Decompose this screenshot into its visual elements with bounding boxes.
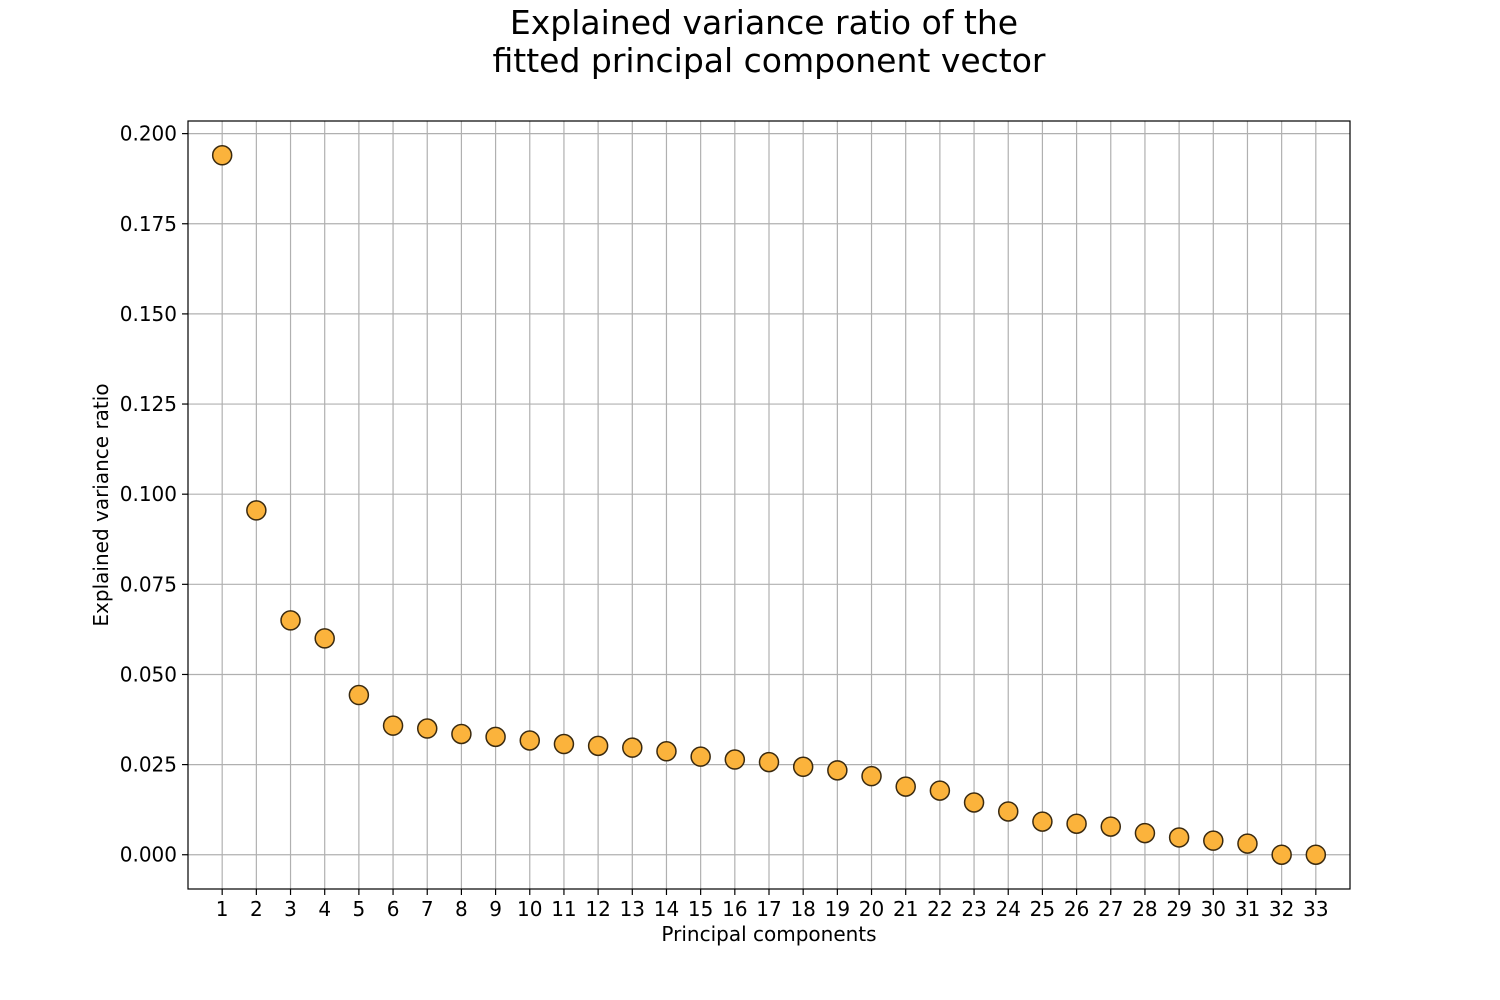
- data-point: [1305, 844, 1327, 865]
- x-tick-label: 30: [1201, 897, 1226, 921]
- y-tick-label: 0.000: [120, 843, 177, 867]
- data-point: [963, 792, 985, 813]
- x-tick-label: 29: [1166, 897, 1191, 921]
- x-tick-label: 23: [961, 897, 986, 921]
- data-point: [622, 737, 643, 758]
- y-tick-label: 0.200: [120, 122, 177, 146]
- x-tick-label: 26: [1064, 897, 1089, 921]
- data-point: [246, 500, 267, 521]
- data-point: [1032, 811, 1053, 832]
- data-point: [1271, 844, 1292, 865]
- x-tick-label: 33: [1303, 897, 1328, 921]
- data-point: [861, 765, 882, 787]
- data-point: [416, 718, 438, 739]
- x-tick-label: 25: [1030, 897, 1055, 921]
- data-point: [792, 756, 814, 778]
- x-tick-label: 7: [421, 897, 434, 921]
- x-tick-label: 32: [1269, 897, 1294, 921]
- y-tick-label: 0.125: [120, 392, 177, 416]
- data-point: [280, 610, 301, 631]
- data-point: [519, 730, 541, 751]
- data-point: [758, 751, 780, 773]
- x-axis-label: Principal components: [661, 922, 876, 946]
- x-tick-label: 6: [387, 897, 400, 921]
- data-point: [1237, 833, 1258, 854]
- x-tick-label: 27: [1098, 897, 1123, 921]
- x-tick-label: 14: [654, 897, 679, 921]
- x-tick-label: 16: [722, 897, 747, 921]
- data-point: [382, 715, 404, 736]
- x-tick-label: 28: [1132, 897, 1157, 921]
- x-tick-label: 4: [318, 897, 331, 921]
- data-point: [451, 723, 472, 745]
- y-tick-label: 0.050: [120, 662, 177, 686]
- x-tick-label: 11: [551, 897, 576, 921]
- x-tick-label: 9: [489, 897, 502, 921]
- data-point: [1100, 816, 1122, 837]
- data-point: [827, 760, 848, 781]
- x-tick-label: 5: [353, 897, 366, 921]
- data-point: [1168, 827, 1190, 848]
- x-tick-label: 3: [284, 897, 297, 921]
- data-point: [997, 801, 1019, 822]
- chart-title-line2: fitted principal component vector: [493, 41, 1046, 80]
- data-point: [690, 746, 711, 767]
- data-point: [1066, 813, 1087, 834]
- x-tick-label: 13: [620, 897, 645, 921]
- data-point: [656, 741, 677, 762]
- ticks-layer: 0.000 0.025 0.050 0.075 0.100 0.125 0.150 0.175…: [120, 122, 1329, 921]
- data-point: [1134, 822, 1156, 844]
- data-point: [314, 628, 335, 649]
- y-tick-label: 0.175: [120, 212, 177, 236]
- chart-title-line1: Explained variance ratio of the: [510, 3, 1018, 42]
- data-point: [1203, 830, 1224, 851]
- y-tick-label: 0.025: [120, 753, 177, 777]
- x-tick-label: 31: [1235, 897, 1260, 921]
- data-point: [485, 726, 506, 748]
- x-tick-label: 15: [688, 897, 713, 921]
- x-tick-label: 1: [216, 897, 229, 921]
- data-point: [724, 749, 746, 770]
- data-point: [929, 780, 951, 801]
- y-axis-label: Explained variance ratio: [89, 383, 113, 626]
- data-point: [211, 145, 233, 166]
- data-point: [587, 735, 609, 757]
- x-tick-label: 12: [585, 897, 610, 921]
- x-tick-label: 21: [893, 897, 918, 921]
- y-tick-label: 0.075: [120, 572, 177, 596]
- data-point: [895, 776, 916, 797]
- x-tick-label: 19: [825, 897, 850, 921]
- data-point: [553, 733, 575, 755]
- points-layer: [211, 145, 1327, 865]
- x-tick-label: 20: [859, 897, 884, 921]
- x-tick-label: 24: [996, 897, 1021, 921]
- x-tick-label: 18: [790, 897, 815, 921]
- data-point: [348, 684, 370, 706]
- plot-frame: [187, 120, 1351, 890]
- y-tick-label: 0.150: [120, 302, 177, 326]
- x-tick-label: 22: [927, 897, 952, 921]
- x-tick-label: 2: [250, 897, 263, 921]
- x-tick-label: 10: [517, 897, 542, 921]
- x-tick-label: 17: [756, 897, 781, 921]
- grid-layer: [188, 121, 1350, 889]
- y-tick-label: 0.100: [120, 482, 177, 506]
- x-tick-label: 8: [455, 897, 468, 921]
